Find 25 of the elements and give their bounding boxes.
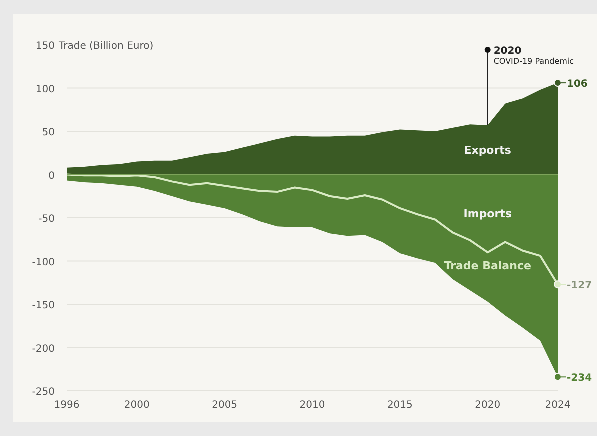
x-tick-label: 1996 xyxy=(54,400,80,411)
y-tick-label: -250 xyxy=(32,387,55,398)
y-tick-label: -50 xyxy=(38,214,55,225)
x-tick-label: 2024 xyxy=(545,400,571,411)
y-tick-label: -100 xyxy=(32,257,55,268)
series-label: Imports xyxy=(464,208,512,221)
data-label: -234 xyxy=(567,373,592,384)
y-tick-label: 150 xyxy=(36,41,55,52)
data-label: 106 xyxy=(567,79,588,90)
x-tick-label: 2015 xyxy=(387,400,413,411)
y-axis-title: Trade (Billion Euro) xyxy=(58,41,154,52)
x-tick-label: 2010 xyxy=(300,400,326,411)
x-tick-label: 2000 xyxy=(124,400,150,411)
x-tick-label: 2020 xyxy=(475,400,501,411)
annotation: COVID-19 Pandemic xyxy=(494,57,574,66)
x-tick-label: 2005 xyxy=(212,400,238,411)
y-tick-label: 100 xyxy=(36,84,55,96)
series-label: Trade Balance xyxy=(444,260,532,273)
y-tick-label: 0 xyxy=(48,170,55,182)
annotation: 2020 xyxy=(494,46,522,57)
y-tick-label: -150 xyxy=(32,300,55,312)
y-tick-label: 50 xyxy=(42,128,55,138)
y-tick-label: -200 xyxy=(32,344,55,355)
series-label: Exports xyxy=(464,144,512,158)
data-label: -127 xyxy=(567,280,592,292)
